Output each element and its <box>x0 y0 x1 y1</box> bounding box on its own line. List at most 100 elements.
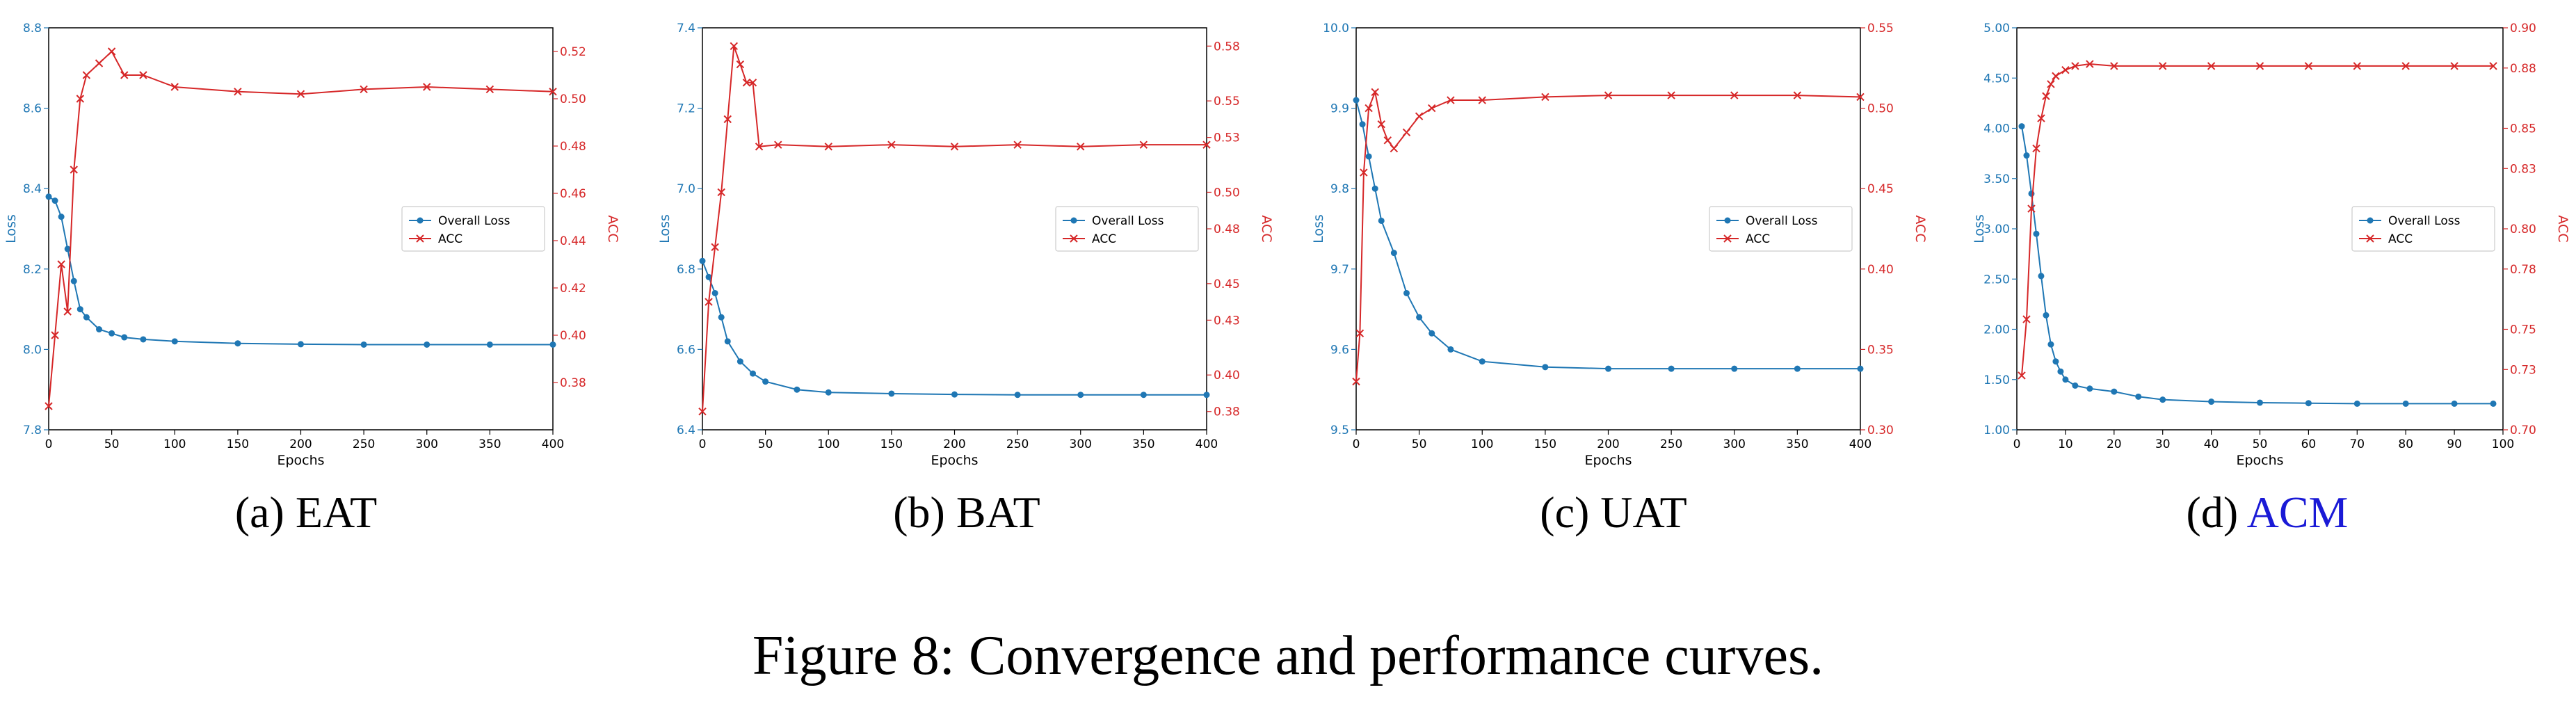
series-point <box>2018 371 2026 380</box>
series-point <box>2353 62 2362 70</box>
series-point <box>2023 152 2030 159</box>
y-right-tick-label: 0.43 <box>1214 314 1240 328</box>
series-point <box>950 143 959 151</box>
y-right-tick-label: 0.46 <box>560 187 586 201</box>
series-point <box>1478 96 1486 104</box>
y-right-tick-label: 0.88 <box>2510 62 2536 76</box>
y-right-tick-label: 0.55 <box>1867 22 1894 35</box>
series-point <box>742 79 751 87</box>
series-point <box>2159 396 2166 403</box>
y-left-tick-label: 8.2 <box>23 263 42 277</box>
series-point <box>1416 314 1423 321</box>
y-left-tick-label: 8.4 <box>23 182 42 196</box>
sublabel-bat-letter: (b) <box>893 488 945 537</box>
series-point <box>1415 112 1424 120</box>
legend-label: Overall Loss <box>1092 214 1164 228</box>
sublabel-eat-name: EAT <box>295 488 378 537</box>
x-tick-label: 300 <box>416 437 438 451</box>
y-right-tick-label: 0.48 <box>560 140 586 154</box>
x-tick-label: 50 <box>758 437 773 451</box>
series-point <box>58 214 65 220</box>
series-point <box>45 193 52 200</box>
series-point <box>2402 400 2409 407</box>
chart-legend: Overall Loss ACC <box>1055 206 1199 252</box>
series-point <box>699 257 706 264</box>
y-left-tick-label: 10.0 <box>1323 22 1349 35</box>
series-point <box>736 358 743 365</box>
y-left-tick-label: 4.00 <box>1983 122 2010 136</box>
legend-label: ACC <box>438 232 462 246</box>
series-point <box>755 143 764 151</box>
series-point <box>2158 62 2167 70</box>
series-point <box>2490 400 2497 407</box>
series-point <box>1014 392 1021 399</box>
y-left-tick-label: 5.00 <box>1983 22 2010 35</box>
series-point <box>1203 392 1210 399</box>
series-point <box>70 277 77 284</box>
y-left-tick-label: 3.50 <box>1983 172 2010 186</box>
series-point <box>234 88 242 96</box>
series-point <box>2111 388 2118 395</box>
legend-box <box>1055 206 1199 252</box>
series-point <box>63 307 72 316</box>
y-left-axis-label: Loss <box>657 214 673 243</box>
sublabel-eat-letter: (a) <box>234 488 284 537</box>
y-right-tick-label: 0.30 <box>1867 424 1894 437</box>
chart-panel-bat: 0 50 100 150 200 250 300 350 400 Epochs 6.4 6.6 6.8 7… <box>654 0 1280 476</box>
y-right-tick-label: 0.70 <box>2510 424 2536 437</box>
series-point <box>51 198 58 204</box>
series-point <box>717 188 725 197</box>
series-point <box>1668 365 1675 372</box>
series-point <box>711 289 718 296</box>
legend-label: Overall Loss <box>1746 214 1818 228</box>
x-tick-label: 0 <box>45 437 53 451</box>
series-point <box>1077 143 1085 151</box>
series-point <box>1604 91 1613 99</box>
x-tick-label: 350 <box>1132 437 1154 451</box>
series-point <box>2255 62 2264 70</box>
series-line <box>2021 126 2493 405</box>
x-axis-label: Epochs <box>277 453 324 468</box>
series-point <box>139 71 147 79</box>
y-right-tick-label: 0.44 <box>560 234 586 248</box>
sublabel-eat: (a) EAT <box>209 487 403 538</box>
sublabel-bat: (b) BAT <box>869 487 1064 538</box>
x-tick-label: 0 <box>699 437 707 451</box>
legend-label: ACC <box>2388 232 2413 246</box>
series-point <box>76 95 85 103</box>
series-point <box>1793 91 1802 99</box>
legend-marker <box>1724 217 1731 224</box>
y-right-tick-label: 0.35 <box>1867 343 1894 357</box>
series-point <box>485 85 494 94</box>
sublabel-acm-name-link[interactable]: ACM <box>2246 488 2349 537</box>
series-point <box>730 42 739 50</box>
series-point <box>1428 330 1435 337</box>
series-point <box>1077 392 1084 399</box>
y-right-axis-label: ACC <box>2555 215 2570 242</box>
x-tick-label: 30 <box>2155 437 2171 451</box>
x-tick-label: 60 <box>2301 437 2317 451</box>
y-right-axis-label: ACC <box>1259 215 1274 242</box>
y-left-tick-label: 1.00 <box>1983 424 2010 437</box>
series-point <box>234 340 241 347</box>
y-right-tick-label: 0.78 <box>2510 263 2536 277</box>
y-right-axis-label: ACC <box>605 215 620 242</box>
series-point <box>762 378 769 385</box>
sublabel-uat: (c) UAT <box>1516 487 1711 538</box>
series-point <box>1360 168 1368 177</box>
series-point <box>2135 393 2142 400</box>
chart-panel-eat: 0 50 100 150 200 250 300 350 400 Epochs 7.8 8.0 8.2 8… <box>0 0 626 476</box>
series-point <box>2047 80 2055 88</box>
series-point <box>794 386 800 393</box>
series-point <box>698 408 707 416</box>
chart-legend: Overall Loss ACC <box>1709 206 1853 252</box>
series-point <box>2451 400 2458 407</box>
y-left-tick-label: 4.50 <box>1983 72 2010 86</box>
y-left-tick-label: 7.4 <box>677 22 695 35</box>
series-point <box>1377 120 1385 129</box>
series-point <box>1378 217 1385 224</box>
chart-legend: Overall Loss ACC <box>401 206 545 252</box>
y-left-tick-label: 7.8 <box>23 424 42 437</box>
x-tick-label: 150 <box>880 437 903 451</box>
x-tick-label: 400 <box>1196 437 1218 451</box>
